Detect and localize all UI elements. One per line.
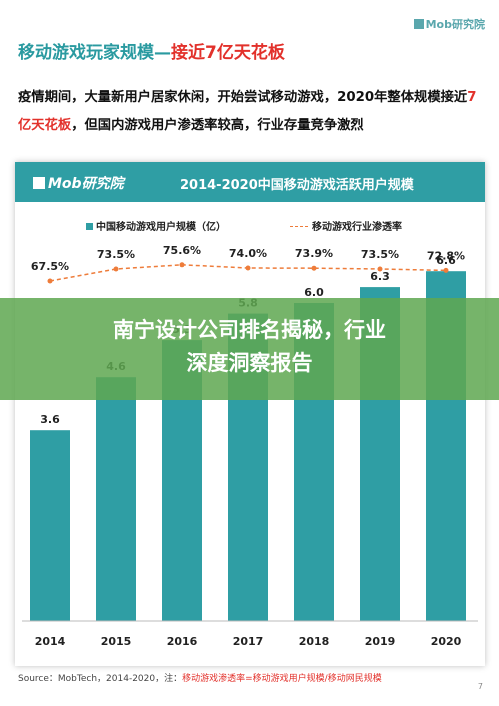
brand-icon bbox=[413, 19, 424, 29]
x-tick-2017: 2017 bbox=[233, 635, 264, 648]
bar-label-2019: 6.3 bbox=[370, 270, 390, 283]
legend-line: 移动游戏行业渗透率 bbox=[290, 218, 402, 233]
chart-title: 2014-2020中国移动游戏活跃用户规模 bbox=[180, 178, 414, 193]
intro-text-1: 疫情期间，大量新用户居家休闲，开始尝试移动游戏，2020年整体规模接近 bbox=[18, 90, 468, 105]
x-tick-2016: 2016 bbox=[167, 635, 198, 648]
line-label-2018: 73.9% bbox=[295, 247, 333, 260]
line-label-2015: 73.5% bbox=[97, 248, 135, 261]
overlay-banner bbox=[0, 298, 499, 400]
card-logo-text: Mob研究院 bbox=[48, 176, 124, 192]
intro-text-2: ，但国内游戏用户渗透率较高，行业存量竞争激烈 bbox=[71, 118, 364, 133]
line-point-2017 bbox=[245, 265, 251, 271]
bar-label-2014: 3.6 bbox=[40, 413, 60, 426]
x-tick-2019: 2019 bbox=[365, 635, 396, 648]
line-label-2020: 72.8% bbox=[427, 249, 465, 262]
source-prefix: Source：MobTech，2014-2020，注： bbox=[18, 674, 183, 684]
title-accent: 接近7亿天花板 bbox=[171, 43, 285, 63]
legend-line-swatch bbox=[290, 226, 308, 227]
x-tick-2020: 2020 bbox=[431, 635, 462, 648]
chart-card-header: Mob研究院 2014-2020中国移动游戏活跃用户规模 bbox=[15, 162, 485, 202]
line-point-2020 bbox=[443, 267, 449, 273]
brand-name: Mob研究院 bbox=[425, 18, 485, 31]
line-point-2015 bbox=[113, 266, 119, 272]
brand-logo: Mob研究院 bbox=[413, 16, 485, 32]
x-tick-2014: 2014 bbox=[35, 635, 66, 648]
bar-2014 bbox=[30, 430, 70, 621]
bar-label-2018: 6.0 bbox=[304, 286, 324, 299]
page-number: 7 bbox=[477, 682, 483, 691]
legend-line-label: 移动游戏行业渗透率 bbox=[312, 222, 402, 233]
legend-bar-label: 中国移动游戏用户规模（亿） bbox=[96, 222, 226, 233]
line-point-2014 bbox=[47, 278, 53, 284]
x-tick-2018: 2018 bbox=[299, 635, 330, 648]
line-label-2016: 75.6% bbox=[163, 244, 201, 257]
intro-paragraph: 疫情期间，大量新用户居家休闲，开始尝试移动游戏，2020年整体规模接近7亿天花板… bbox=[18, 84, 480, 140]
line-point-2019 bbox=[377, 266, 383, 272]
line-point-2018 bbox=[311, 265, 317, 271]
x-tick-2015: 2015 bbox=[101, 635, 132, 648]
line-label-2017: 74.0% bbox=[229, 247, 267, 260]
bar-label-2020: 6.6 bbox=[436, 254, 456, 267]
intro-highlight: 7亿天花板 bbox=[18, 90, 477, 133]
legend-bars: 中国移动游戏用户规模（亿） bbox=[86, 218, 226, 233]
card-logo: Mob研究院 bbox=[33, 173, 124, 193]
line-label-2014: 67.5% bbox=[31, 260, 69, 273]
bar-2015 bbox=[96, 377, 136, 621]
banner-line-1: 南宁设计公司排名揭秘，行业 bbox=[113, 318, 386, 342]
line-point-2016 bbox=[179, 262, 185, 268]
banner-line-2: 深度洞察报告 bbox=[186, 351, 313, 375]
line-label-2019: 73.5% bbox=[361, 248, 399, 261]
banner-text: 南宁设计公司排名揭秘，行业 深度洞察报告 bbox=[20, 314, 479, 380]
title-main: 移动游戏玩家规模— bbox=[18, 43, 171, 63]
page-title: 移动游戏玩家规模—接近7亿天花板 bbox=[18, 38, 488, 63]
legend-bar-swatch bbox=[86, 223, 93, 230]
card-logo-icon bbox=[33, 177, 45, 189]
source-note: Source：MobTech，2014-2020，注：移动游戏渗透率=移动游戏用… bbox=[18, 671, 382, 684]
source-formula: 移动游戏渗透率=移动游戏用户规模/移动网民规模 bbox=[182, 674, 382, 684]
